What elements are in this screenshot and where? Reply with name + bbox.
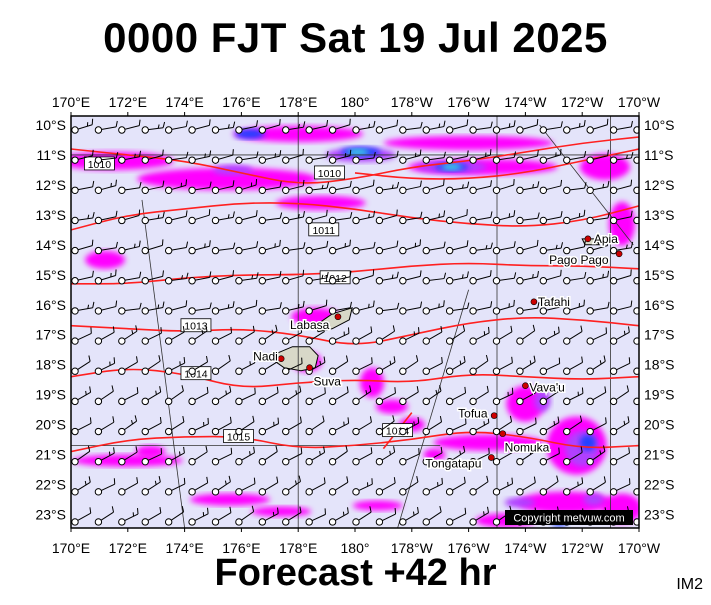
place-marker: Vava'u — [522, 381, 564, 395]
lat-label-right: 20°S — [644, 417, 675, 433]
rain-area-moderate — [584, 494, 604, 506]
lat-label-left: 16°S — [35, 297, 66, 313]
place-name: Apia — [594, 232, 618, 246]
rain-area-moderate — [505, 498, 535, 508]
lat-label-right: 22°S — [644, 477, 675, 493]
place-name: Suva — [314, 375, 342, 389]
rain-area-heavy — [580, 435, 596, 451]
lat-label-left: 22°S — [35, 477, 66, 493]
lon-label-top: 170°E — [52, 94, 90, 110]
lon-label-top: 178°E — [279, 94, 317, 110]
rain-area-peak — [442, 164, 462, 170]
place-name: Tofua — [458, 407, 488, 421]
rain-area-light — [85, 251, 125, 269]
lat-labels-right: 10°S 11°S 12°S 13°S 14°S 15°S 16°S 17°S 18°S 19°S… — [644, 117, 675, 523]
lon-label-top: 174°W — [504, 94, 547, 110]
forecast-hour: Forecast +42 hr — [0, 552, 711, 595]
lat-label-right: 23°S — [644, 507, 675, 523]
isobar-label: 1011 — [309, 223, 339, 237]
lat-label-right: 16°S — [644, 297, 675, 313]
place-name: Labasa — [290, 318, 330, 332]
lat-label-left: 15°S — [35, 267, 66, 283]
lat-label-left: 11°S — [37, 147, 66, 163]
rain-area-light — [251, 507, 311, 517]
copyright-text: Copyright metvuw.com — [513, 513, 624, 525]
image-code: IM2 — [676, 576, 703, 594]
lon-label-top: 176°W — [448, 94, 491, 110]
rain-area-light — [384, 136, 554, 150]
lon-label-top: 180° — [341, 94, 370, 110]
svg-text:1014: 1014 — [184, 369, 208, 381]
lat-label-left: 21°S — [35, 447, 66, 463]
svg-text:1013: 1013 — [184, 321, 208, 333]
place-name: Nomuka — [505, 441, 550, 455]
lon-label-top: 172°E — [109, 94, 147, 110]
lat-label-left: 20°S — [35, 417, 66, 433]
lat-label-right: 18°S — [644, 357, 675, 373]
isobar-label: 1010 — [314, 166, 344, 180]
copyright-box: Copyright metvuw.com — [505, 510, 633, 525]
lat-label-right: 10°S — [644, 117, 675, 133]
lat-label-left: 19°S — [35, 387, 66, 403]
lon-label-top: 176°E — [222, 94, 260, 110]
lat-label-right: 17°S — [644, 327, 675, 343]
rain-area-light — [190, 494, 270, 506]
lon-labels-top: 170°E 172°E 174°E 176°E 178°E 180° 178°W 176°W 1… — [52, 94, 661, 116]
lat-label-right: 14°S — [644, 237, 675, 253]
place-name: Vava'u — [529, 381, 564, 395]
place-name: Tafahi — [538, 295, 570, 309]
lon-label-top: 174°E — [165, 94, 203, 110]
lat-label-right: 21°S — [644, 447, 675, 463]
svg-text:1011: 1011 — [312, 225, 335, 237]
lat-label-right: 15°S — [644, 267, 675, 283]
lat-labels-left: 10°S 11°S 12°S 13°S 14°S 15°S 16°S 17°S 18°S 19°S… — [35, 117, 66, 523]
place-name: Pago Pago — [549, 253, 609, 267]
lat-label-right: 12°S — [644, 177, 675, 193]
lat-label-left: 17°S — [35, 327, 66, 343]
lat-label-left: 18°S — [35, 357, 66, 373]
lat-label-left: 10°S — [35, 117, 66, 133]
lat-label-left: 13°S — [35, 207, 66, 223]
place-name: Nadi — [253, 350, 278, 364]
lat-label-left: 14°S — [35, 237, 66, 253]
lat-label-left: 23°S — [35, 507, 66, 523]
svg-text:1010: 1010 — [318, 168, 342, 180]
lat-label-left: 12°S — [35, 177, 66, 193]
lat-label-right: 13°S — [644, 207, 675, 223]
lat-label-right: 19°S — [644, 387, 675, 403]
lon-label-top: 178°W — [391, 94, 434, 110]
lat-label-right: 11°S — [644, 147, 673, 163]
lon-label-top: 172°W — [561, 94, 604, 110]
place-name: Tongatapu — [425, 457, 481, 471]
lon-label-top: 170°W — [618, 94, 661, 110]
